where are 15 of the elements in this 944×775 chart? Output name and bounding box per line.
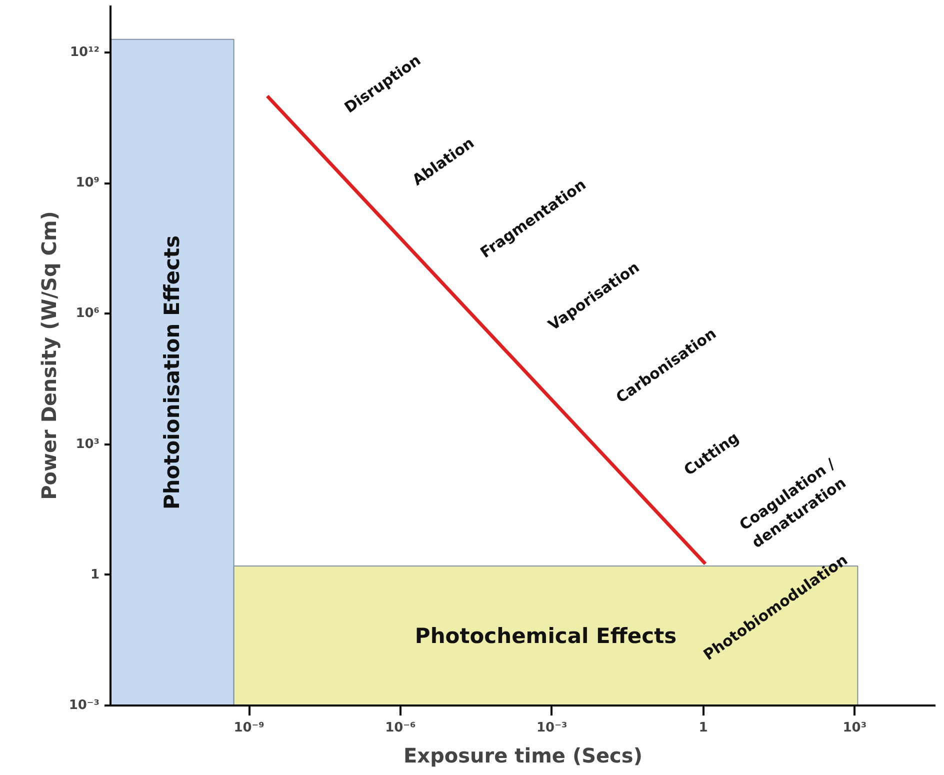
x-axis-title: Exposure time (Secs) xyxy=(404,744,642,768)
y-tick-label: 10³ xyxy=(76,436,100,452)
x-tick-label: 10⁻⁹ xyxy=(234,720,265,736)
x-tick-label: 10⁻⁶ xyxy=(385,720,416,736)
y-tick-label: 1 xyxy=(90,567,100,582)
series-label: Photoionisation Effects xyxy=(160,235,184,510)
x-tick-label: 10⁻³ xyxy=(536,720,568,736)
y-tick-label: 10⁻³ xyxy=(68,698,100,713)
x-tick-label: 1 xyxy=(698,720,708,736)
y-tick-label: 10⁶ xyxy=(76,306,100,322)
y-tick-label: 10⁹ xyxy=(76,176,100,191)
series-label: Photochemical Effects xyxy=(414,624,677,648)
y-tick-label: 10¹² xyxy=(70,44,100,60)
y-axis-title: Power Density (W/Sq Cm) xyxy=(36,211,61,500)
x-tick-label: 10³ xyxy=(842,720,867,736)
